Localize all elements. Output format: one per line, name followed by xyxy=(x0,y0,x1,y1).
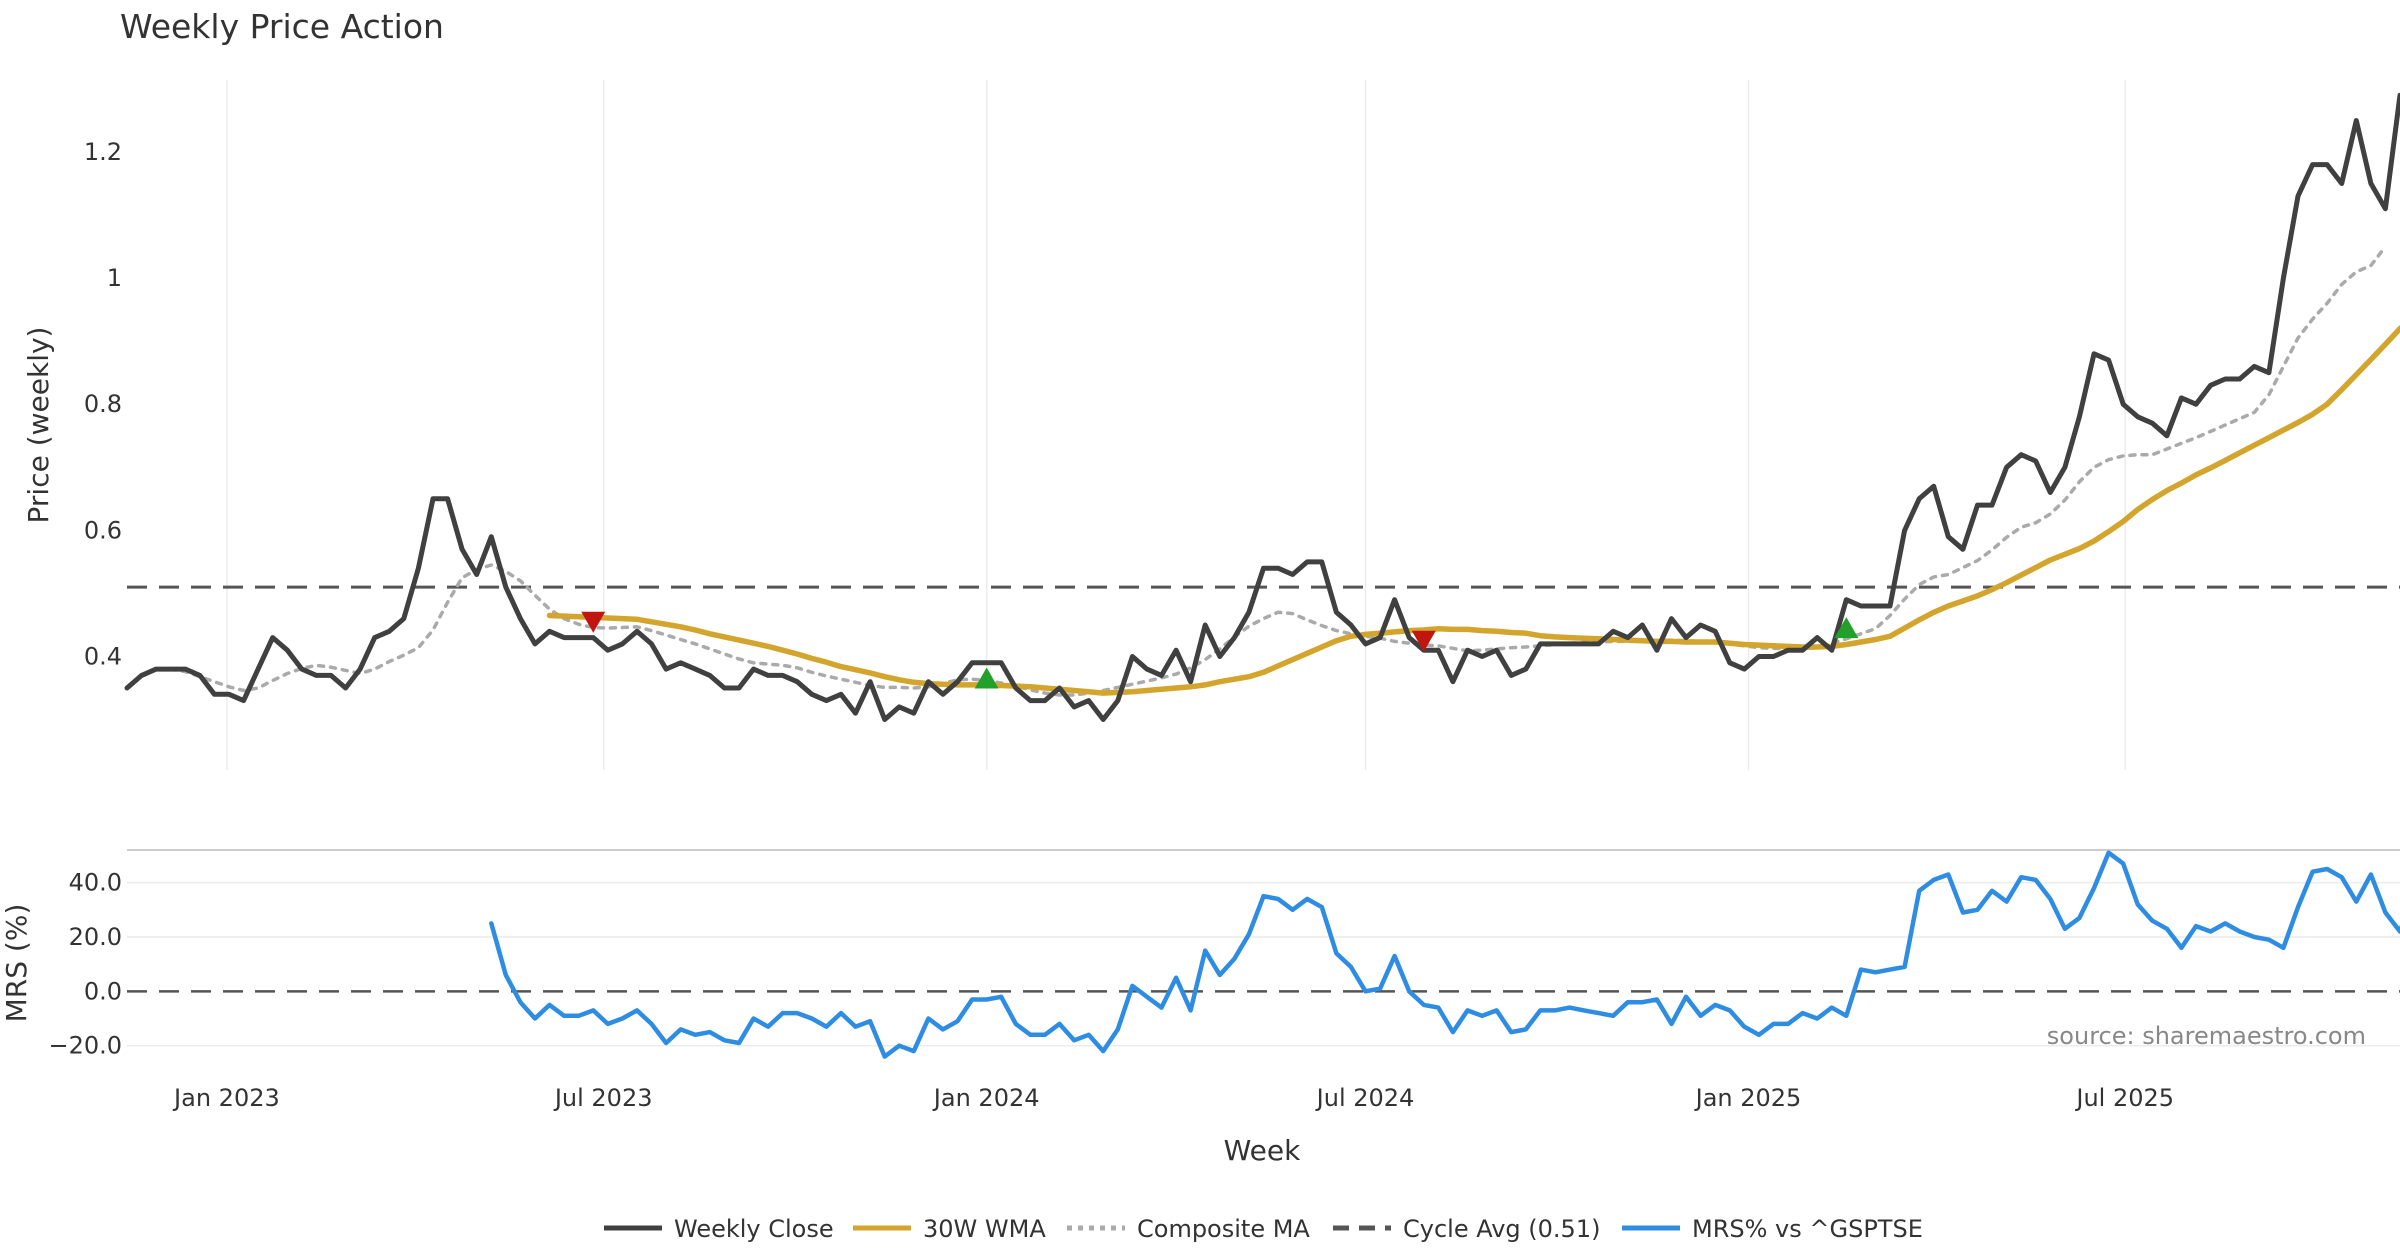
grid-layer xyxy=(127,80,2400,1047)
sell-signal-marker xyxy=(581,611,606,633)
price-y-tick-label: 1.2 xyxy=(84,138,122,166)
mrs-y-tick-label: 20.0 xyxy=(69,923,122,951)
sell-signal-marker xyxy=(1411,630,1436,652)
price-y-tick-label: 0.6 xyxy=(84,516,122,544)
buy-signal-marker xyxy=(1834,617,1859,639)
mrs-y-tick-label: 40.0 xyxy=(69,869,122,897)
mrs-y-axis-title: MRS (%) xyxy=(0,904,33,1023)
wma-30w-line xyxy=(546,324,2400,696)
legend-label: Cycle Avg (0.51) xyxy=(1403,1215,1600,1243)
signal-markers xyxy=(581,611,1859,689)
legend-label: Weekly Close xyxy=(674,1215,834,1243)
x-tick-label: Jan 2025 xyxy=(1694,1084,1802,1112)
weekly-close-line xyxy=(124,92,2400,722)
price-y-axis-title: Price (weekly) xyxy=(22,327,55,524)
series-layer xyxy=(124,92,2400,1059)
price-y-tick-label: 1 xyxy=(107,264,122,292)
legend-label: Composite MA xyxy=(1137,1215,1310,1243)
legend-label: 30W WMA xyxy=(923,1215,1046,1243)
composite-ma-line xyxy=(168,244,2388,697)
mrs-y-tick-label: 0.0 xyxy=(84,977,122,1005)
x-tick-label: Jul 2025 xyxy=(2074,1084,2174,1112)
x-tick-label: Jan 2024 xyxy=(932,1084,1040,1112)
axis-ticks: 0.4 0.6 0.8 1 1.2 −20.0 0.0 20.0 40.0 Jan 2023 Jul… xyxy=(48,138,2174,1112)
legend-label: MRS% vs ^GSPTSE xyxy=(1692,1215,1923,1243)
mrs-line xyxy=(489,850,2400,1059)
x-tick-label: Jul 2023 xyxy=(553,1084,653,1112)
mrs-y-tick-label: −20.0 xyxy=(48,1032,122,1060)
x-axis-title: Week xyxy=(1224,1134,1301,1167)
reference-lines xyxy=(127,585,2400,993)
x-tick-label: Jan 2023 xyxy=(172,1084,280,1112)
legend: Weekly Close 30W WMA Composite MA Cycle Avg… xyxy=(604,1215,1923,1243)
buy-signal-marker xyxy=(974,667,999,689)
chart-title: Weekly Price Action xyxy=(120,7,444,46)
price-y-tick-label: 0.4 xyxy=(84,642,122,670)
x-tick-label: Jul 2024 xyxy=(1315,1084,1415,1112)
price-y-tick-label: 0.8 xyxy=(84,390,122,418)
